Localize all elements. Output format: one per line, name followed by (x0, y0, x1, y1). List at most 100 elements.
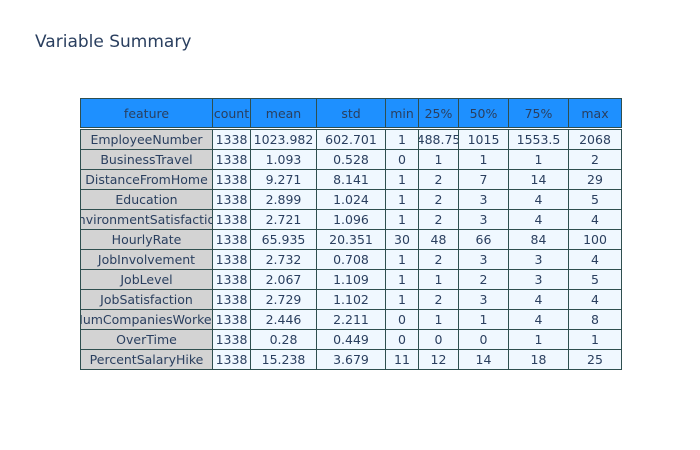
value-cell: 1 (568, 329, 622, 350)
value-cell: 2.067 (250, 269, 317, 290)
value-cell: 4 (568, 289, 622, 310)
value-cell: 2 (418, 169, 459, 190)
feature-cell: EnvironmentSatisfaction (80, 209, 213, 230)
header-cell: mean (250, 98, 317, 128)
value-cell: 1338 (212, 169, 251, 190)
value-cell: 2068 (568, 129, 622, 150)
feature-cell: BusinessTravel (80, 149, 213, 170)
value-cell: 1023.982 (250, 129, 317, 150)
value-cell: 1338 (212, 309, 251, 330)
feature-cell: JobSatisfaction (80, 289, 213, 310)
value-cell: 1015 (458, 129, 509, 150)
header-cell: count (212, 98, 251, 128)
value-cell: 18 (508, 349, 569, 370)
value-cell: 5 (568, 269, 622, 290)
value-cell: 0 (458, 329, 509, 350)
value-cell: 3.679 (316, 349, 386, 370)
value-cell: 1.024 (316, 189, 386, 210)
value-cell: 1.109 (316, 269, 386, 290)
value-cell: 4 (508, 189, 569, 210)
value-cell: 20.351 (316, 229, 386, 250)
value-cell: 602.701 (316, 129, 386, 150)
value-cell: 2.899 (250, 189, 317, 210)
value-cell: 3 (508, 269, 569, 290)
value-cell: 4 (508, 309, 569, 330)
value-cell: 9.271 (250, 169, 317, 190)
value-cell: 30 (385, 229, 419, 250)
value-cell: 1553.5 (508, 129, 569, 150)
header-cell: 25% (418, 98, 459, 128)
value-cell: 1 (385, 289, 419, 310)
value-cell: 1338 (212, 269, 251, 290)
value-cell: 1 (418, 309, 459, 330)
value-cell: 1 (458, 149, 509, 170)
value-cell: 1 (385, 269, 419, 290)
value-cell: 1338 (212, 329, 251, 350)
value-cell: 3 (508, 249, 569, 270)
value-cell: 1338 (212, 289, 251, 310)
feature-cell: NumCompaniesWorked (80, 309, 213, 330)
value-cell: 0.528 (316, 149, 386, 170)
value-cell: 4 (508, 209, 569, 230)
value-cell: 0.28 (250, 329, 317, 350)
value-cell: 1 (418, 149, 459, 170)
value-cell: 25 (568, 349, 622, 370)
value-cell: 14 (508, 169, 569, 190)
header-cell: 75% (508, 98, 569, 128)
value-cell: 2 (458, 269, 509, 290)
value-cell: 1 (385, 129, 419, 150)
value-cell: 1 (508, 329, 569, 350)
value-cell: 2.721 (250, 209, 317, 230)
value-cell: 8.141 (316, 169, 386, 190)
value-cell: 1338 (212, 189, 251, 210)
value-cell: 1 (385, 209, 419, 230)
value-cell: 1338 (212, 149, 251, 170)
header-cell: feature (80, 98, 213, 128)
value-cell: 1338 (212, 249, 251, 270)
value-cell: 1 (385, 249, 419, 270)
value-cell: 15.238 (250, 349, 317, 370)
value-cell: 1.096 (316, 209, 386, 230)
value-cell: 48 (418, 229, 459, 250)
value-cell: 488.75 (418, 129, 459, 150)
value-cell: 5 (568, 189, 622, 210)
feature-cell: DistanceFromHome (80, 169, 213, 190)
value-cell: 84 (508, 229, 569, 250)
value-cell: 0 (418, 329, 459, 350)
value-cell: 12 (418, 349, 459, 370)
value-cell: 3 (458, 249, 509, 270)
value-cell: 1338 (212, 349, 251, 370)
value-cell: 0 (385, 329, 419, 350)
feature-cell: HourlyRate (80, 229, 213, 250)
value-cell: 11 (385, 349, 419, 370)
value-cell: 2.211 (316, 309, 386, 330)
value-cell: 3 (458, 209, 509, 230)
title: Variable Summary (35, 32, 192, 52)
feature-cell: OverTime (80, 329, 213, 350)
value-cell: 2 (568, 149, 622, 170)
value-cell: 2 (418, 189, 459, 210)
value-cell: 2.729 (250, 289, 317, 310)
value-cell: 1338 (212, 229, 251, 250)
value-cell: 0 (385, 149, 419, 170)
feature-cell: PercentSalaryHike (80, 349, 213, 370)
value-cell: 29 (568, 169, 622, 190)
value-cell: 4 (568, 209, 622, 230)
feature-cell: Education (80, 189, 213, 210)
value-cell: 1.093 (250, 149, 317, 170)
value-cell: 100 (568, 229, 622, 250)
value-cell: 0.449 (316, 329, 386, 350)
feature-cell: JobInvolvement (80, 249, 213, 270)
value-cell: 0.708 (316, 249, 386, 270)
header-cell: max (568, 98, 622, 128)
feature-cell: EmployeeNumber (80, 129, 213, 150)
value-cell: 1 (418, 269, 459, 290)
value-cell: 1 (508, 149, 569, 170)
value-cell: 4 (568, 249, 622, 270)
value-cell: 1 (385, 169, 419, 190)
feature-cell: JobLevel (80, 269, 213, 290)
header-cell: 50% (458, 98, 509, 128)
header-cell: std (316, 98, 386, 128)
value-cell: 1 (385, 189, 419, 210)
